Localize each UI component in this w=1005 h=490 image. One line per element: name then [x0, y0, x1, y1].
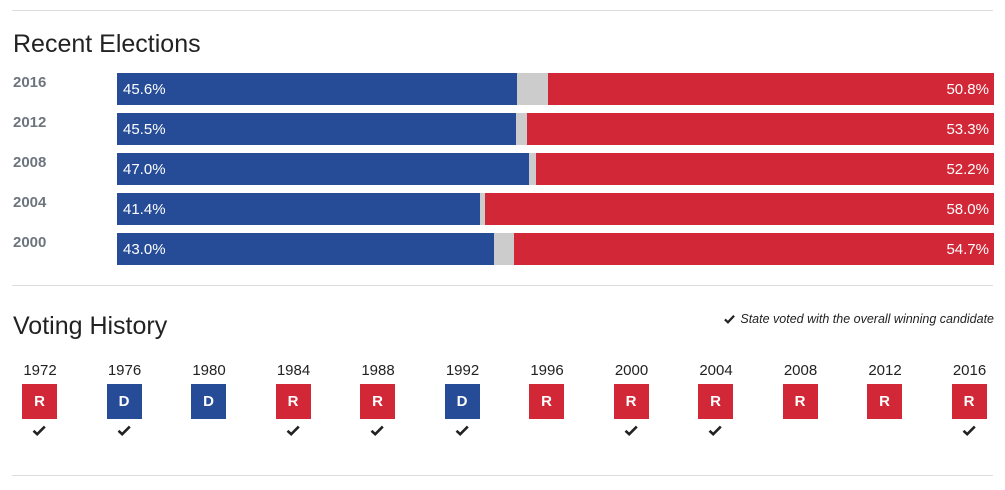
voting-history-title: Voting History	[13, 312, 168, 340]
election-row-2000: 2000 43.0% 54.7%	[0, 230, 1005, 265]
check-icon	[455, 425, 469, 436]
check-icon	[32, 425, 46, 436]
rep-bar: 52.2%	[536, 153, 994, 185]
check-icon	[962, 425, 976, 436]
rep-bar: 53.3%	[526, 113, 994, 145]
middle-divider	[12, 285, 993, 286]
dem-pct-label: 45.6%	[123, 81, 166, 98]
history-year: 1984	[276, 362, 311, 379]
dem-bar: 43.0%	[117, 233, 495, 265]
dem-bar: 41.4%	[117, 193, 481, 225]
year-label: 2000	[13, 234, 47, 251]
bar-track: 41.4% 58.0%	[117, 193, 994, 225]
history-column-1988: 1988 R	[358, 360, 398, 450]
top-divider	[12, 10, 993, 11]
check-icon	[708, 425, 722, 436]
voting-history-row: 1972 R 1976 D 1980 D 1984 R 1988 R 1992 D 1996 R 2000 R…	[0, 360, 1005, 450]
rep-pct-label: 53.3%	[946, 121, 989, 138]
recent-elections-title: Recent Elections	[13, 30, 201, 58]
dem-pct-label: 41.4%	[123, 201, 166, 218]
party-badge: R	[529, 384, 564, 419]
check-icon	[724, 315, 736, 324]
history-year: 2004	[699, 362, 733, 379]
history-column-1972: 1972 R	[20, 360, 60, 450]
election-row-2008: 2008 47.0% 52.2%	[0, 150, 1005, 185]
history-column-2000: 2000 R	[612, 360, 652, 450]
rep-pct-label: 50.8%	[946, 81, 989, 98]
year-label: 2016	[13, 74, 47, 91]
rep-bar: 50.8%	[548, 73, 994, 105]
year-label: 2012	[13, 114, 47, 131]
history-column-1976: 1976 D	[105, 360, 145, 450]
dem-pct-label: 45.5%	[123, 121, 166, 138]
history-year: 1976	[107, 362, 142, 379]
winner-legend: State voted with the overall winning can…	[724, 312, 994, 326]
history-column-2004: 2004 R	[696, 360, 736, 450]
history-column-2012: 2012 R	[865, 360, 905, 450]
bar-track: 45.5% 53.3%	[117, 113, 994, 145]
history-year: 2012	[868, 362, 902, 379]
recent-elections-chart: 2016 45.6% 50.8% 2012 45.5% 53.3% 2008 47.0% 52.…	[0, 70, 1005, 270]
party-badge: R	[782, 384, 818, 419]
history-column-1992: 1992 D	[443, 360, 483, 450]
election-row-2016: 2016 45.6% 50.8%	[0, 70, 1005, 105]
party-badge: R	[951, 384, 987, 419]
history-column-1980: 1980 D	[189, 360, 229, 450]
bar-track: 45.6% 50.8%	[117, 73, 994, 105]
election-row-2012: 2012 45.5% 53.3%	[0, 110, 1005, 145]
rep-pct-label: 58.0%	[946, 201, 989, 218]
dem-pct-label: 43.0%	[123, 241, 166, 258]
bar-track: 47.0% 52.2%	[117, 153, 994, 185]
dem-pct-label: 47.0%	[123, 161, 166, 178]
history-column-2016: 2016 R	[950, 360, 990, 450]
party-badge: D	[106, 384, 142, 419]
rep-pct-label: 54.7%	[946, 241, 989, 258]
bottom-divider	[12, 475, 993, 476]
party-badge: R	[698, 384, 733, 419]
party-badge: D	[191, 384, 226, 419]
party-badge: D	[444, 384, 480, 419]
party-badge: R	[22, 384, 57, 419]
history-column-1984: 1984 R	[274, 360, 314, 450]
election-row-2004: 2004 41.4% 58.0%	[0, 190, 1005, 225]
check-icon	[370, 425, 384, 436]
dem-bar: 47.0%	[117, 153, 530, 185]
history-year: 1972	[23, 362, 57, 379]
dem-bar: 45.6%	[117, 73, 517, 105]
check-icon	[624, 425, 638, 436]
year-label: 2004	[13, 194, 47, 211]
history-column-2008: 2008 R	[781, 360, 821, 450]
history-year: 1988	[361, 362, 395, 379]
rep-bar: 58.0%	[485, 193, 994, 225]
history-year: 2000	[614, 362, 649, 379]
rep-bar: 54.7%	[514, 233, 994, 265]
legend-text: State voted with the overall winning can…	[740, 312, 994, 326]
history-column-1996: 1996 R	[527, 360, 567, 450]
history-year: 2016	[952, 362, 987, 379]
party-badge: R	[275, 384, 311, 419]
history-year: 1992	[445, 362, 480, 379]
party-badge: R	[613, 384, 649, 419]
dem-bar: 45.5%	[117, 113, 517, 145]
bar-track: 43.0% 54.7%	[117, 233, 994, 265]
year-label: 2008	[13, 154, 47, 171]
history-year: 1980	[192, 362, 226, 379]
history-year: 1996	[530, 362, 564, 379]
party-badge: R	[360, 384, 395, 419]
history-year: 2008	[783, 362, 818, 379]
check-icon	[286, 425, 300, 436]
party-badge: R	[867, 384, 902, 419]
check-icon	[117, 425, 131, 436]
rep-pct-label: 52.2%	[946, 161, 989, 178]
